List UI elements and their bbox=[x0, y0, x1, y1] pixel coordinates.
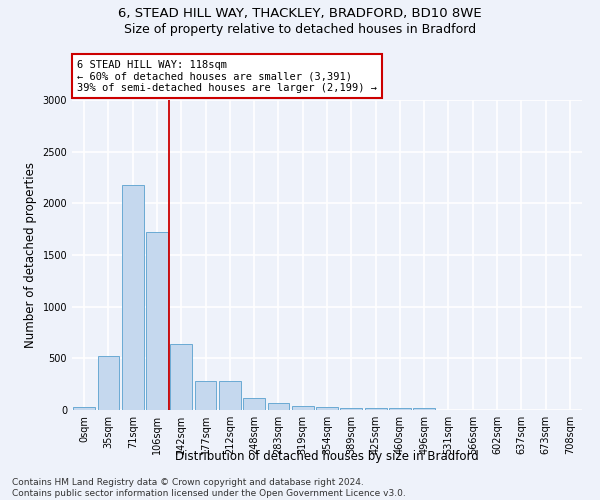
Bar bbox=[122, 185, 143, 410]
Bar bbox=[194, 381, 217, 410]
Bar bbox=[413, 408, 435, 410]
Text: Size of property relative to detached houses in Bradford: Size of property relative to detached ho… bbox=[124, 22, 476, 36]
Bar bbox=[268, 403, 289, 410]
Text: 6 STEAD HILL WAY: 118sqm
← 60% of detached houses are smaller (3,391)
39% of sem: 6 STEAD HILL WAY: 118sqm ← 60% of detach… bbox=[77, 60, 377, 93]
Bar bbox=[219, 381, 241, 410]
Bar bbox=[97, 356, 119, 410]
Bar bbox=[340, 408, 362, 410]
Y-axis label: Number of detached properties: Number of detached properties bbox=[24, 162, 37, 348]
Text: Contains HM Land Registry data © Crown copyright and database right 2024.
Contai: Contains HM Land Registry data © Crown c… bbox=[12, 478, 406, 498]
Bar bbox=[365, 408, 386, 410]
Bar bbox=[73, 407, 95, 410]
Bar bbox=[146, 232, 168, 410]
Text: 6, STEAD HILL WAY, THACKLEY, BRADFORD, BD10 8WE: 6, STEAD HILL WAY, THACKLEY, BRADFORD, B… bbox=[118, 8, 482, 20]
Bar bbox=[243, 398, 265, 410]
Bar bbox=[316, 408, 338, 410]
Bar bbox=[292, 406, 314, 410]
Text: Distribution of detached houses by size in Bradford: Distribution of detached houses by size … bbox=[175, 450, 479, 463]
Bar bbox=[389, 408, 411, 410]
Bar bbox=[170, 344, 192, 410]
